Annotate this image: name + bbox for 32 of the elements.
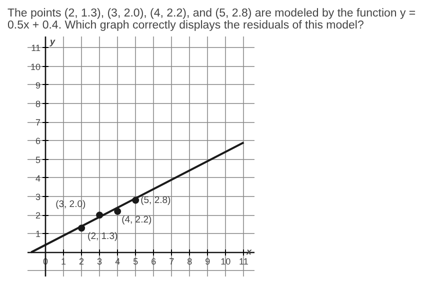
y-tick-label: 9 (36, 80, 41, 90)
y-axis-title: y (49, 36, 56, 46)
y-tick-label: 4 (36, 173, 41, 184)
y-tick-label: 6 (36, 136, 41, 146)
x-tick-label: 11 (239, 256, 248, 266)
x-tick-label: 3 (97, 256, 102, 266)
y-tick-label: 7 (36, 118, 41, 128)
point (96, 212, 104, 219)
y-tick-label: 8 (36, 98, 41, 109)
x-tick-label: 9 (205, 256, 210, 266)
y-tick-label: 2 (36, 210, 41, 221)
x-tick-label: 2 (79, 256, 84, 266)
data-label: (5, 2.8) (140, 195, 171, 206)
x-tick-label: 6 (151, 256, 156, 266)
chart-title: The points (2, 1.3), (3, 2.0), (4, 2.2), and (5, 2.8) are modeled by the function y = 0.5x + 0.4. Which graph correctly displays the residuals of this model? (8, 8, 416, 32)
x-tick-label: 4 (115, 256, 120, 266)
point (132, 196, 140, 204)
y-tick-label: 11 (31, 43, 41, 54)
y-tick-label: 10 (30, 62, 41, 72)
x-tick-label: 5 (133, 256, 138, 266)
x-tick-label: 1 (61, 256, 66, 266)
data-label: (4, 2.2) (122, 214, 152, 226)
data-label: (3, 2.0) (56, 199, 86, 210)
y-tick-label: 1 (36, 229, 41, 240)
point (78, 224, 86, 232)
x-tick-label: 7 (169, 256, 174, 266)
data-label: (2, 1.3) (88, 231, 118, 242)
point (114, 208, 122, 215)
y-tick-label: 5 (36, 154, 41, 165)
x-tick-label: 8 (187, 256, 192, 266)
y-tick-label: 3 (36, 192, 41, 202)
x-tick-label: 10 (220, 256, 231, 266)
